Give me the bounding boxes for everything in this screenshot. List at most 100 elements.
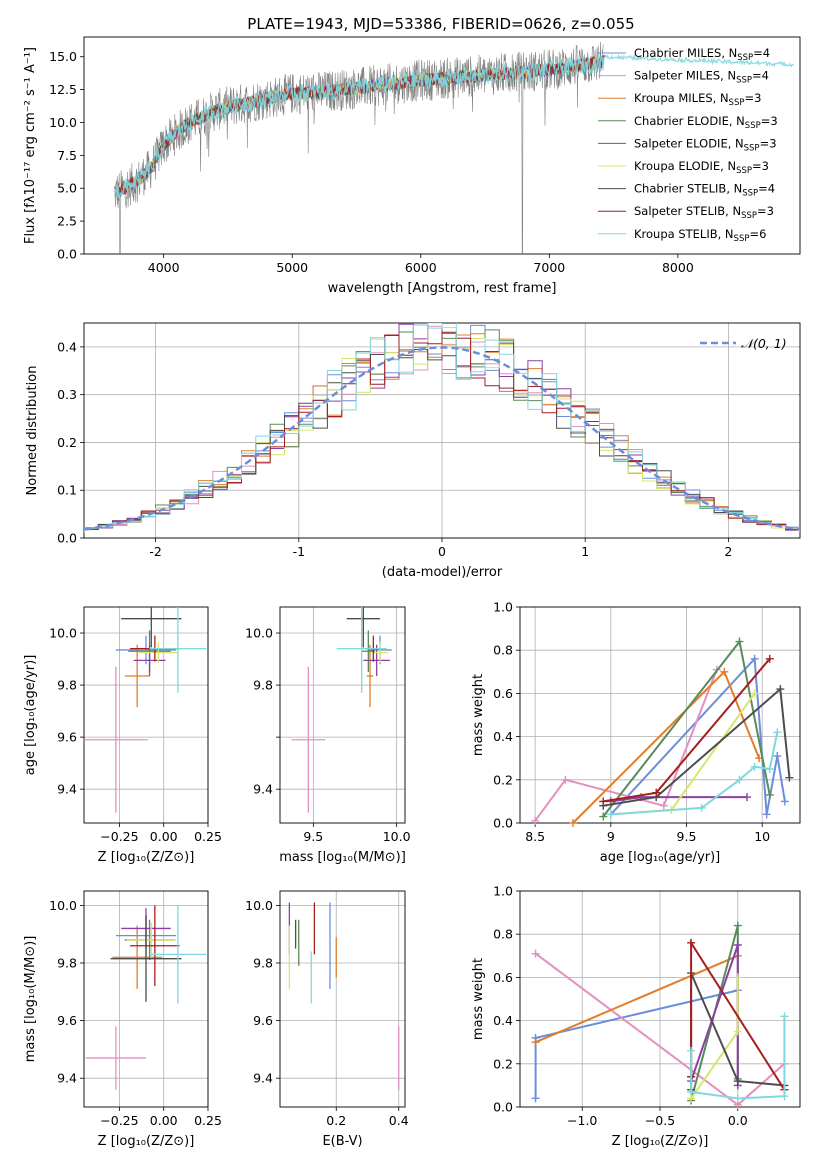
errorbar-point [110,915,182,1002]
weight-series-line [535,954,739,1044]
axes-frame [279,890,406,1108]
spectrum-lines [113,41,795,254]
legend-entry: Chabrier ELODIE, NSSP=3 [634,114,778,131]
weight-point-marker [531,816,540,825]
errorbar-point [371,642,389,663]
x-tick-label: 0.2 [326,1113,346,1128]
x-axis-label: Z [log₁₀(Z/Z⊙)] [98,1134,195,1149]
y-tick-label: 0.6 [493,686,513,701]
axes-frame [519,890,801,1108]
weight-point-marker [776,685,785,694]
weight-point-marker [599,812,608,821]
legend-name: Chabrier STELIB, N [634,182,742,196]
legend-sub: SSP [741,211,757,221]
axes-frame [83,890,209,1108]
weight-point-marker [531,1038,540,1047]
weight-point-marker [735,637,744,646]
legend-sub: SSP [729,98,745,108]
panel-residuals: -2 -1 0 1 2 0.0 0.1 0.2 0.3 0.4 (data-model)/error… [25,322,801,580]
legend-entry: Chabrier STELIB, NSSP=4 [634,182,775,199]
legend-sub: SSP [734,234,750,244]
y-tick-label: 0.2 [57,435,77,450]
axes-frame [279,606,406,824]
panel-weight_vs_Z: −1.0 −0.5 0.0 0.0 0.2 0.4 0.6 0.8 1.0 Z [log₁₀(Z/… [471,884,801,1149]
y-tick-label: 0.0 [57,531,77,546]
weight-point-marker [599,797,608,806]
y-tick-label: 9.4 [253,1071,273,1086]
x-tick-label: 7000 [533,260,565,275]
y-axis-label: age [log₁₀(age/yr)] [23,655,38,776]
weight-series-line [610,732,779,816]
x-tick-label: 5000 [276,260,308,275]
errorbar-point [126,922,177,958]
errorbar-point [138,642,178,663]
x-tick-label: 0 [438,544,446,559]
y-tick-label: 9.8 [253,956,273,971]
weight-point-marker [652,788,661,797]
y-tick-label: 9.4 [253,782,273,797]
x-tick-label: 0.4 [389,1113,409,1128]
legend-name: Salpeter ELODIE, N [634,136,744,150]
panel-spectrum: 4000 5000 6000 7000 8000 0.0 2.5 5.0 7.5 10.0 12.5… [23,36,801,296]
model-spectrum-line [114,53,795,201]
panel-mass_vs_Z: −0.25 0.00 0.25 9.4 9.6 9.8 10.0 Z [log₁₀(Z/Z⊙)… [23,890,222,1149]
weight-point-marker [762,810,771,819]
weight-point-marker [750,689,759,698]
x-tick-label: 10 [754,829,770,844]
x-tick-label: 6000 [405,260,437,275]
weight-point-marker [785,773,794,782]
errorbar-point [363,644,390,676]
legend-sub: SSP [736,76,752,86]
weight-point-marker [733,973,742,982]
y-tick-label: 9.6 [253,1013,273,1028]
weight-point-marker [750,654,759,663]
y-axis-label: Normed distribution [25,366,40,496]
weight-point-marker [697,803,706,812]
legend-sub: SSP [745,121,761,131]
x-axis-label: mass [log₁₀(M/M⊙)] [279,850,406,865]
legend-name: Kroupa ELODIE, N [634,159,736,173]
weight-series-line [534,669,718,822]
y-tick-label: 9.8 [57,678,77,693]
normal-curve [84,346,800,531]
weight-point-marker [733,1077,742,1086]
y-tick-label: 1.0 [493,600,513,615]
errorbar-point [366,644,374,708]
x-axis-label: Z [log₁₀(Z/Z⊙)] [98,850,195,865]
y-tick-label: 10.0 [245,626,273,641]
y-tick-label: 10.0 [245,898,273,913]
weight-point-marker [687,1046,696,1055]
legend-sub: SSP [736,166,752,176]
weight-point-marker [735,775,744,784]
y-axis-label: mass weight [471,958,486,1040]
legend-name: Salpeter STELIB, N [634,204,741,218]
y-tick-label: 9.6 [57,730,77,745]
y-tick-label: 9.4 [57,782,77,797]
weight-point-marker [773,752,782,761]
legend-name: Kroupa STELIB, N [634,227,734,241]
weight-point-marker [750,762,759,771]
y-tick-label: 2.5 [57,214,77,229]
weight-point-marker [780,797,789,806]
y-tick-label: 15.0 [49,49,77,64]
x-axis-label: Z [log₁₀(Z/Z⊙)] [612,1134,709,1149]
legend-sub: SSP [737,53,753,63]
panel-age_vs_mass: 9.5 10.0 9.4 9.8 10.0 mass [log₁₀(M/M⊙)] [245,606,411,865]
y-tick-label: 0.0 [493,1100,513,1115]
x-tick-label: −0.25 [100,829,138,844]
legend-entry: Kroupa STELIB, NSSP=6 [634,227,766,244]
x-tick-label: 10.0 [383,829,411,844]
y-tick-label: 0.4 [493,729,513,744]
panel-age_vs_Z: −0.25 0.00 0.25 9.4 9.6 9.8 10.0 Z [log₁₀(Z/Z⊙)… [23,606,222,865]
legend-tail: =3 [761,114,778,128]
errorbar-point [336,607,387,693]
errorbar-point [149,905,207,1004]
y-tick-label: 0.2 [493,772,513,787]
y-tick-label: 10.0 [49,626,77,641]
y-tick-label: 0.0 [493,816,513,831]
legend-entry: 𝒩(0, 1) [741,336,787,351]
axes-frame [83,606,209,824]
weight-series-line [603,687,791,807]
y-tick-label: 9.8 [57,956,77,971]
